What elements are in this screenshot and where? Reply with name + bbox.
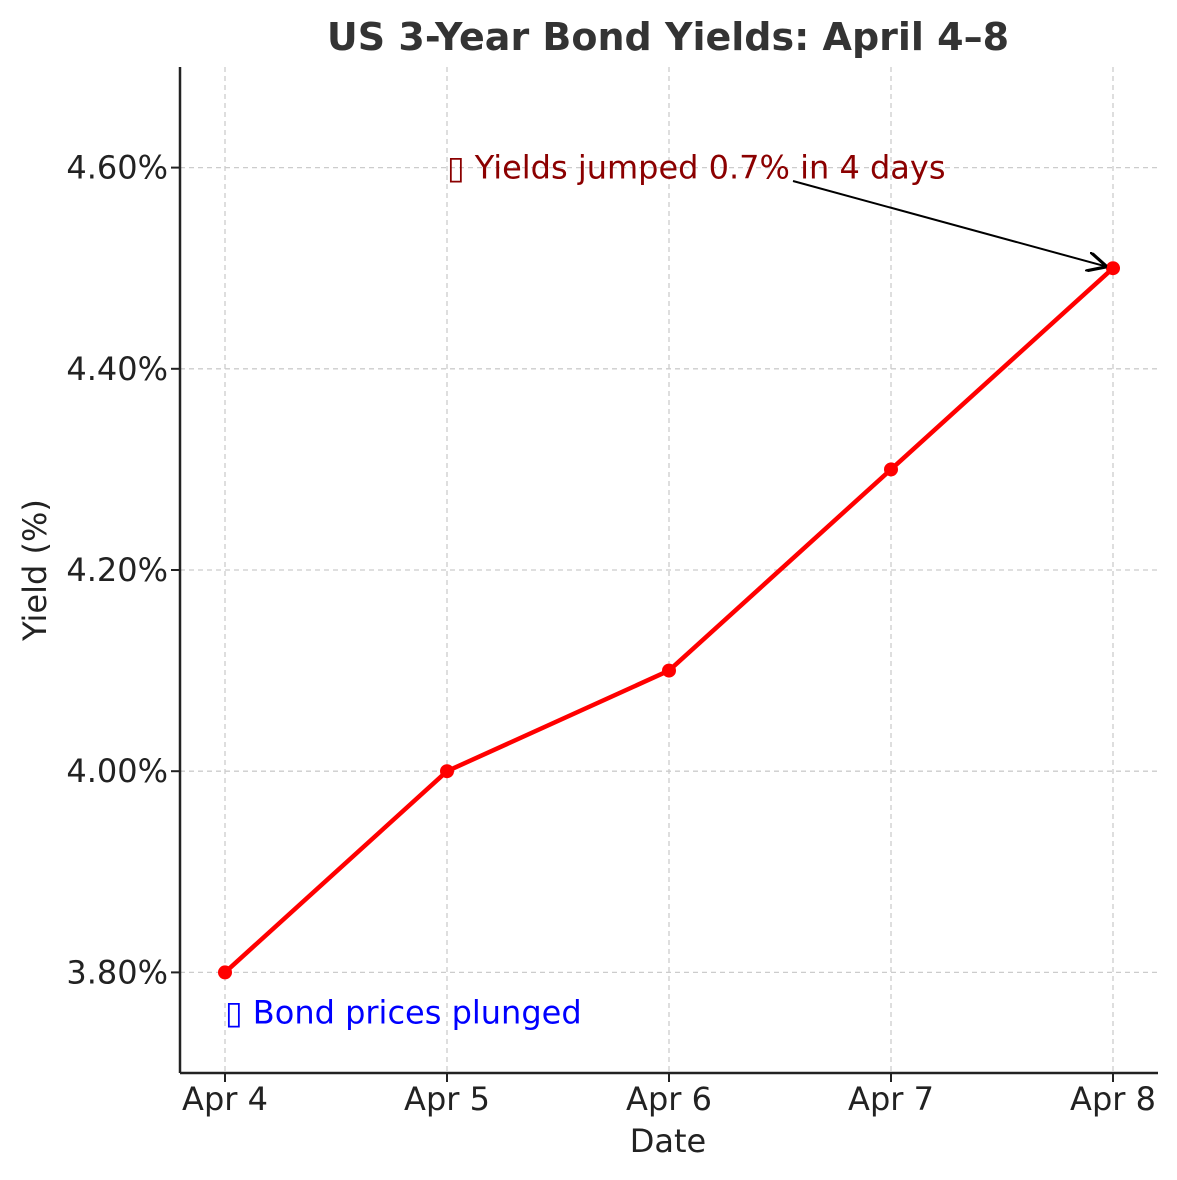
y-tick-label: 4.40% xyxy=(66,350,168,388)
x-axis-label: Date xyxy=(630,1122,706,1160)
annotation-bond-prices: ▯ Bond prices plunged xyxy=(225,994,582,1032)
data-point xyxy=(218,965,232,980)
annotation-arrow xyxy=(792,180,1105,266)
x-tick-label: Apr 7 xyxy=(848,1080,934,1118)
y-tick-label: 4.20% xyxy=(66,551,168,589)
x-tick-label: Apr 8 xyxy=(1070,1080,1156,1118)
chart-title: US 3-Year Bond Yields: April 4–8 xyxy=(327,15,1009,59)
grid-lines xyxy=(180,67,1158,1073)
x-tick-label: Apr 6 xyxy=(626,1080,712,1118)
x-tick-label: Apr 5 xyxy=(404,1080,490,1118)
tick-labels: Apr 4 Apr 5 Apr 6 Apr 7 Apr 8 3.80% 4.00% 4.20%… xyxy=(66,149,1156,1118)
data-point xyxy=(440,764,454,779)
y-tick-label: 3.80% xyxy=(66,953,168,991)
annotations: ▯ Yields jumped 0.7% in 4 days ▯ Bond pri… xyxy=(225,149,1105,1032)
y-tick-label: 4.60% xyxy=(66,149,168,187)
y-axis-label: Yield (%) xyxy=(16,499,54,642)
annotation-yields-jump: ▯ Yields jumped 0.7% in 4 days xyxy=(447,149,946,187)
data-point xyxy=(884,462,898,477)
x-tick-label: Apr 4 xyxy=(182,1080,268,1118)
y-tick-label: 4.00% xyxy=(66,752,168,790)
data-point xyxy=(1106,261,1120,276)
data-point xyxy=(662,663,676,678)
